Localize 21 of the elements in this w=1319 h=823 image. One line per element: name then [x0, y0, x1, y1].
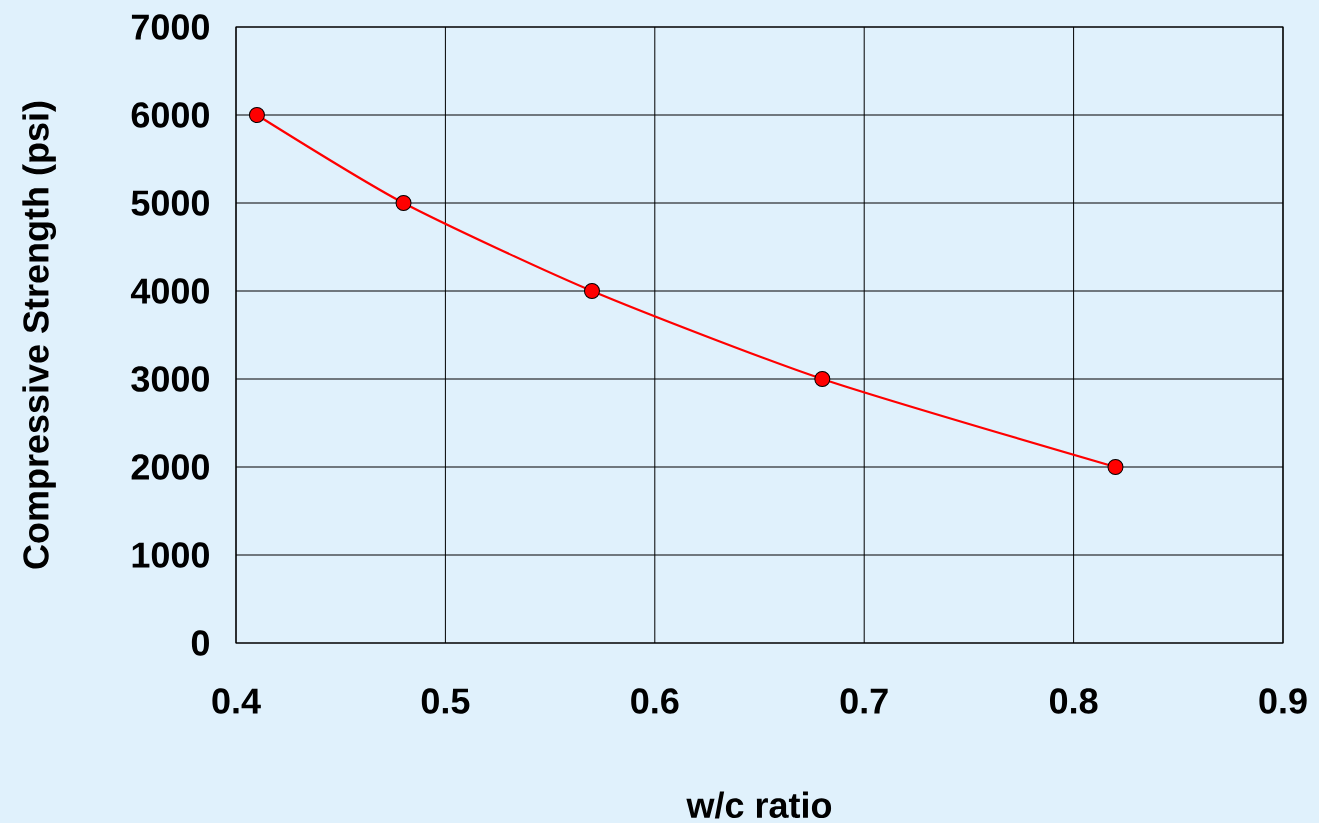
y-tick-label: 7000 [131, 14, 209, 40]
y-axis-title: Compressive Strength (psi) [22, 101, 57, 569]
x-axis-title: w/c ratio [686, 791, 832, 819]
y-tick-label: 3000 [131, 366, 209, 392]
point [395, 195, 412, 211]
y-tick-label: 5000 [131, 190, 209, 216]
point [248, 107, 265, 123]
y-tick-label: 0 [191, 630, 209, 656]
x-tick-label: 0.4 [212, 688, 261, 714]
point [814, 371, 831, 387]
x-tick-label: 0.6 [631, 688, 679, 714]
y-tick-label: 1000 [132, 542, 209, 568]
y-tick-label: 4000 [130, 278, 209, 304]
x-tick-label: 0.7 [840, 688, 888, 714]
x-tick-label: 0.5 [421, 688, 470, 714]
y-tick-label: 2000 [131, 454, 209, 480]
x-tick-label: 0.9 [1259, 688, 1307, 714]
point [583, 283, 600, 299]
y-tick-label: 6000 [131, 102, 209, 128]
x-tick-label: 0.8 [1050, 688, 1098, 714]
point [1107, 459, 1124, 475]
